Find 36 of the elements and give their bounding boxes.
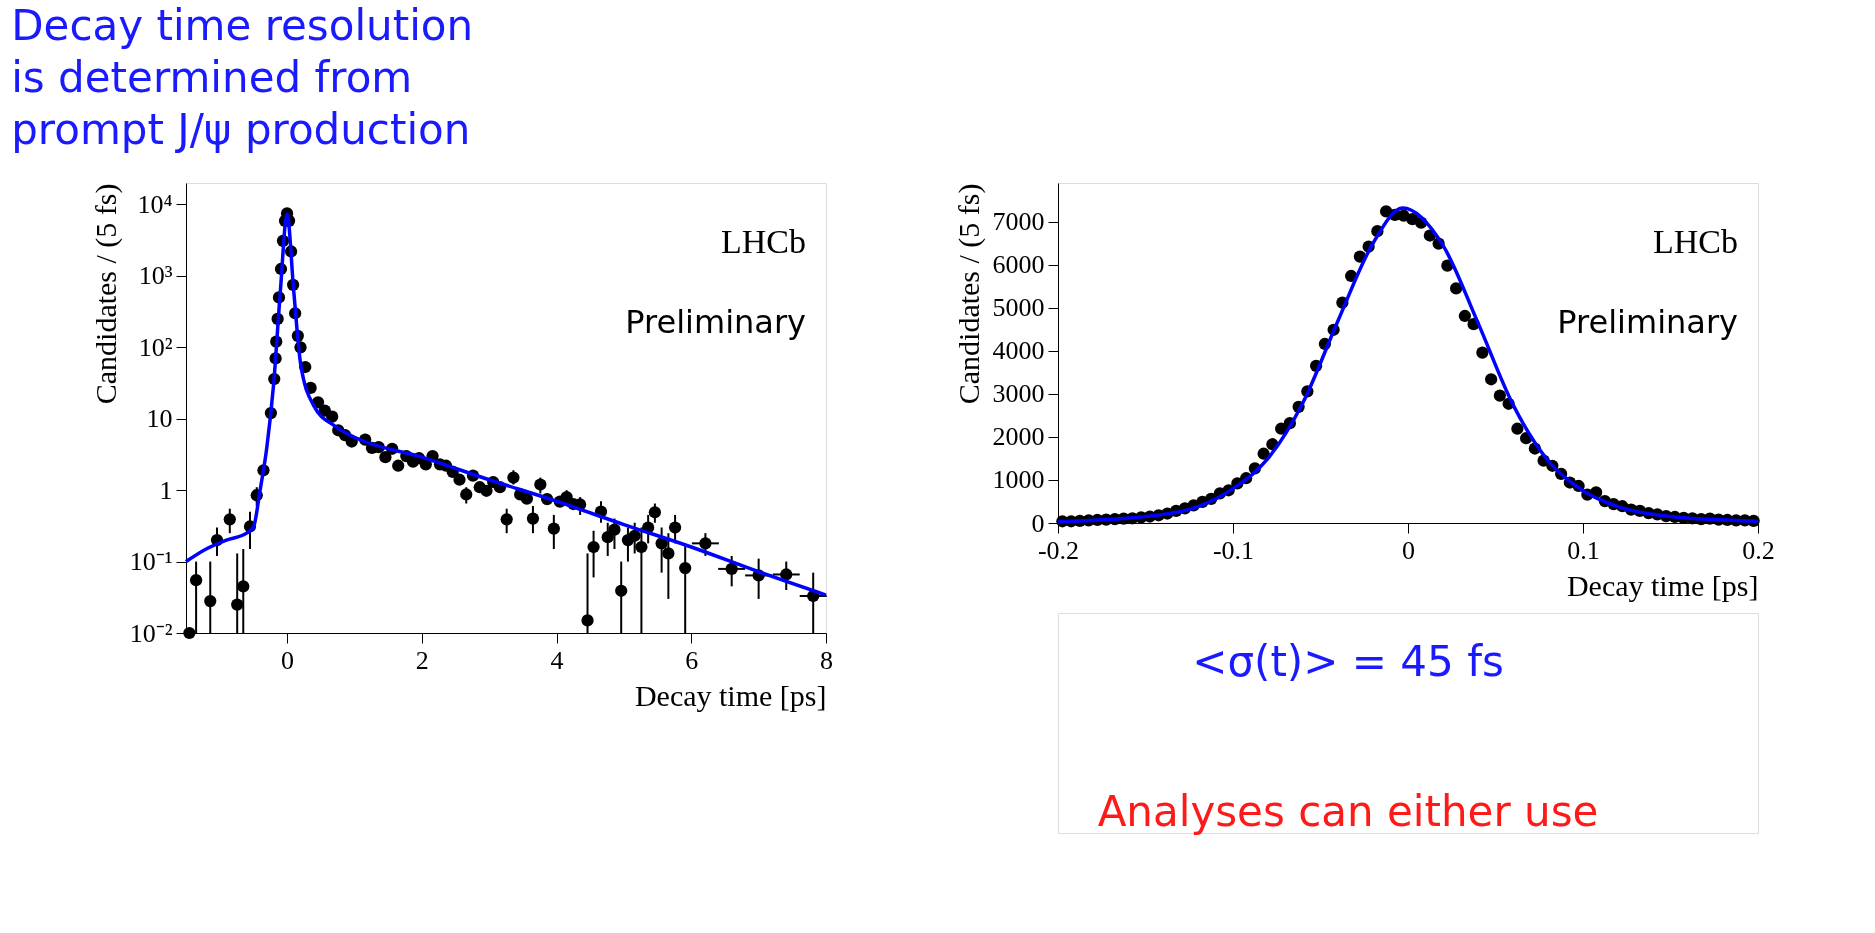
x-tick-label: 0 (1402, 535, 1415, 565)
annotation: Preliminary (625, 303, 806, 341)
x-tick-label: 0.1 (1567, 535, 1600, 565)
y-tick-label: 4000 (992, 336, 1045, 366)
annotation: LHCb (1653, 223, 1738, 260)
x-tick-label: 6 (685, 645, 699, 675)
y-axis-title: Candidates / (5 fs) (88, 183, 123, 405)
y-tick-label: 10⁴ (137, 190, 173, 219)
y-tick-label: 0 (1031, 508, 1045, 538)
y-tick-label: 10² (138, 332, 173, 362)
x-tick-label: 2 (415, 645, 429, 675)
text: Analyses can either use (1097, 787, 1599, 836)
annotation: LHCb (721, 223, 806, 260)
x-tick-label: 4 (550, 645, 564, 675)
x-tick-label: 8 (820, 645, 833, 675)
y-tick-label: 7000 (992, 207, 1045, 237)
y-tick-label: 2000 (992, 422, 1045, 452)
x-tick-label: -0.1 (1212, 535, 1255, 565)
y-tick-label: 10⁻² (129, 618, 173, 648)
x-axis-title: Decay time [ps] (1566, 568, 1759, 602)
y-tick-label: 1000 (992, 465, 1045, 495)
y-tick-label: 1 (159, 475, 173, 505)
x-tick-label: 0 (281, 645, 295, 675)
y-tick-label: 3000 (992, 379, 1045, 409)
y-tick-label: 6000 (992, 250, 1045, 280)
y-tick-label: 5000 (992, 293, 1045, 323)
y-tick-label: 10³ (138, 261, 173, 291)
x-axis-title: Decay time [ps] (634, 678, 827, 712)
x-tick-label: 0.2 (1742, 535, 1775, 565)
y-tick-label: 10⁻¹ (129, 547, 173, 577)
annotation: Preliminary (1557, 303, 1738, 341)
chart-title: Decay time resolution is determined from prompt J/ψ production (11, 1, 474, 154)
y-axis-title: Candidates / (5 fs) (951, 183, 986, 405)
y-tick-label: 10 (146, 404, 173, 434)
text: <σ(t)> = 45 fs (1192, 637, 1504, 686)
x-tick-label: -0.2 (1037, 535, 1080, 565)
